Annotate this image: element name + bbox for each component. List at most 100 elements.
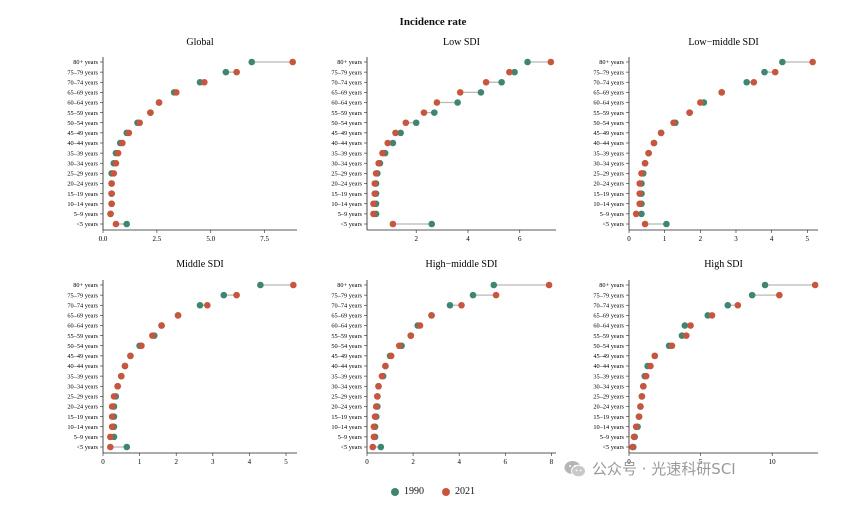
y-tick-label: <5 years [602, 444, 624, 451]
point-1990 [454, 99, 461, 106]
y-tick-label: 80+ years [337, 282, 362, 289]
x-tick-label: 10 [769, 458, 777, 466]
y-tick-label: 80+ years [73, 59, 98, 66]
point-2021 [718, 89, 726, 96]
x-tick-label: 2.5 [153, 235, 162, 243]
panel-4: High−middle SDI 80+ years 75–79 years 70–74… [331, 259, 556, 466]
y-tick-label: 15–19 years [67, 191, 98, 198]
x-tick-label: 3 [211, 458, 215, 466]
x-tick-label: 4 [248, 458, 252, 466]
y-tick-label: 10–14 years [67, 424, 98, 431]
point-2021 [687, 322, 694, 329]
point-2021 [670, 119, 677, 127]
point-2021 [127, 352, 134, 360]
y-tick-label: 20–24 years [67, 181, 98, 188]
point-2021 [201, 78, 208, 86]
point-2021 [686, 109, 693, 116]
point-2021 [456, 89, 464, 96]
point-2021 [629, 443, 636, 451]
point-2021 [114, 382, 121, 390]
point-2021 [371, 180, 379, 187]
y-tick-label: 25–29 years [331, 394, 362, 401]
point-1990 [469, 291, 477, 299]
legend-label-1990: 1990 [404, 486, 424, 497]
point-2021 [290, 281, 297, 289]
point-1990 [511, 68, 518, 76]
point-2021 [636, 200, 643, 208]
point-2021 [811, 281, 819, 289]
point-1990 [490, 281, 498, 289]
point-1990 [220, 291, 228, 299]
point-2021 [428, 312, 435, 319]
y-tick-label: 15–19 years [593, 414, 624, 421]
y-tick-label: 50–54 years [67, 120, 98, 127]
point-1990 [724, 301, 732, 309]
y-tick-label: 50–54 years [593, 120, 624, 127]
point-2021 [108, 413, 116, 420]
y-tick-label: 75–79 years [67, 69, 98, 76]
point-2021 [392, 129, 399, 137]
point-2021 [108, 180, 115, 187]
point-1990 [779, 58, 786, 66]
point-2021 [651, 352, 659, 360]
panel-0: Global 80+ years 75–79 years 70–74 years 65–… [67, 37, 297, 243]
y-tick-label: 15–19 years [331, 414, 362, 421]
panel-title: High SDI [704, 259, 743, 270]
point-1990 [748, 291, 756, 299]
point-2021 [289, 58, 296, 66]
y-tick-label: 30–34 years [593, 160, 624, 167]
point-2021 [750, 78, 758, 86]
point-2021 [370, 210, 377, 218]
point-2021 [369, 443, 377, 451]
y-tick-label: 80+ years [73, 282, 98, 289]
y-tick-label: 30–34 years [331, 383, 362, 390]
point-2021 [389, 220, 397, 228]
point-2021 [682, 332, 690, 339]
legend-swatch-1990 [391, 487, 399, 496]
point-1990 [761, 68, 768, 76]
y-tick-label: 25–29 years [67, 394, 98, 401]
y-tick-label: 45–49 years [67, 353, 98, 360]
point-2021 [632, 423, 640, 431]
x-tick-label: 5.0 [206, 235, 215, 243]
x-tick-label: 2 [699, 235, 703, 243]
x-tick-label: 5 [699, 458, 703, 466]
point-1990 [524, 58, 531, 66]
y-tick-label: 20–24 years [331, 404, 362, 411]
point-2021 [374, 393, 381, 400]
point-2021 [547, 58, 555, 66]
watermark-text: 公众号 · 光速科研SCI [592, 460, 736, 478]
point-2021 [433, 99, 441, 106]
point-2021 [482, 78, 490, 86]
point-2021 [375, 382, 382, 390]
x-tick-label: 5 [284, 458, 288, 466]
point-2021 [697, 99, 704, 106]
y-tick-label: 45–49 years [331, 353, 362, 360]
y-tick-label: 70–74 years [331, 79, 362, 86]
point-2021 [638, 393, 646, 400]
panel-3: Middle SDI 80+ years 75–79 years 70–74 year… [67, 259, 297, 466]
y-tick-label: 15–19 years [593, 191, 624, 198]
point-2021 [642, 372, 650, 380]
y-tick-label: 65–69 years [593, 90, 624, 97]
y-tick-label: 40–44 years [331, 363, 362, 370]
point-2021 [407, 332, 415, 339]
y-tick-label: 60–64 years [593, 100, 624, 107]
y-tick-label: 20–24 years [331, 181, 362, 188]
point-1990 [412, 119, 420, 127]
point-2021 [635, 413, 643, 420]
y-tick-label: 10–14 years [593, 424, 624, 431]
x-tick-label: 0.0 [99, 235, 108, 243]
point-2021 [641, 159, 649, 167]
point-1990 [428, 220, 436, 228]
y-tick-label: 25–29 years [593, 171, 624, 178]
y-tick-label: 60–64 years [67, 100, 98, 107]
y-tick-label: 60–64 years [331, 323, 362, 330]
point-2021 [776, 291, 783, 299]
point-2021 [458, 301, 465, 309]
point-2021 [771, 68, 779, 76]
y-tick-label: 55–59 years [67, 110, 98, 117]
point-2021 [172, 89, 180, 96]
y-tick-label: 50–54 years [67, 343, 98, 350]
